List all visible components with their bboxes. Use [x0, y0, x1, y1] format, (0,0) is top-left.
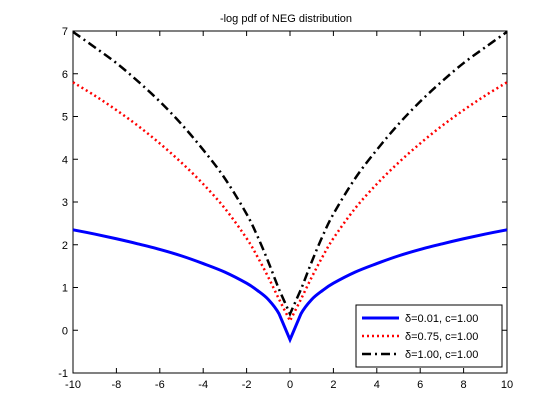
- x-tick-label: 2: [330, 379, 336, 391]
- x-tick-label: 0: [287, 379, 293, 391]
- x-tick-label: 8: [461, 379, 467, 391]
- y-tick-label: 1: [62, 283, 68, 295]
- y-tick-label: 6: [62, 69, 68, 81]
- x-tick-label: -8: [112, 379, 122, 391]
- y-axis: -1 0 1 2 3 4 5 6 7: [58, 26, 507, 380]
- x-tick-label: 4: [374, 379, 380, 391]
- chart-title: -log pdf of NEG distribution: [220, 13, 352, 25]
- y-tick-label: 4: [62, 154, 68, 166]
- legend: δ=0.01, c=1.00 δ=0.75, c=1.00 δ=1.00, c=1.…: [355, 304, 503, 368]
- x-tick-label: -10: [65, 379, 81, 391]
- x-axis: -10 -8 -6 -4 -2 0 2 4 6 8 10: [65, 31, 513, 391]
- x-tick-label: -2: [242, 379, 252, 391]
- x-tick-label: -4: [198, 379, 208, 391]
- series-line-0: [72, 228, 508, 344]
- series-lines: [72, 30, 508, 344]
- legend-label-1: δ=0.75, c=1.00: [405, 331, 478, 343]
- y-tick-label: 5: [62, 112, 68, 124]
- legend-label-0: δ=0.01, c=1.00: [405, 313, 478, 325]
- x-tick-label: -6: [155, 379, 165, 391]
- x-tick-label: 10: [501, 379, 513, 391]
- series-line-2: [72, 30, 508, 318]
- y-tick-label: 2: [62, 240, 68, 252]
- legend-box: [355, 304, 503, 368]
- series-line-1: [72, 81, 508, 324]
- y-tick-label: 0: [62, 325, 68, 337]
- x-tick-label: 6: [417, 379, 423, 391]
- y-tick-label: -1: [58, 368, 68, 380]
- legend-label-2: δ=1.00, c=1.00: [405, 349, 478, 361]
- y-tick-label: 7: [62, 26, 68, 38]
- y-tick-label: 3: [62, 197, 68, 209]
